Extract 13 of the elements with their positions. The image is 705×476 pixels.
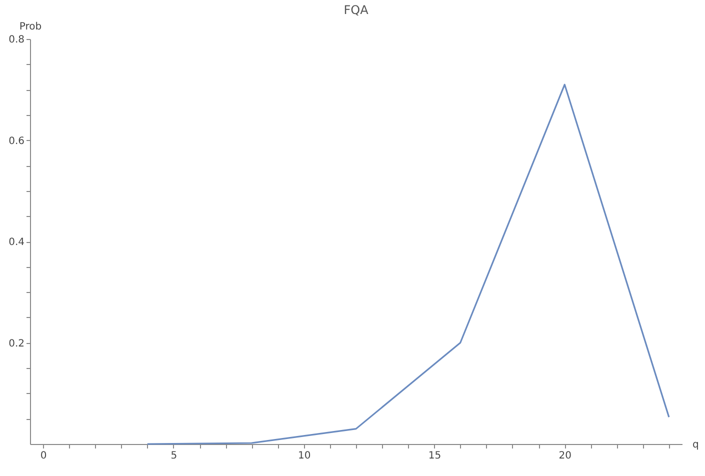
x-axis-title: q [692, 440, 699, 450]
chart-title: FQA [344, 3, 370, 17]
x-tick-label: 5 [170, 450, 178, 462]
x-tick-label: 20 [558, 450, 572, 462]
y-tick-label: 0.4 [8, 237, 24, 248]
y-tick-label: 0.8 [8, 34, 24, 46]
x-tick-label: 10 [298, 450, 311, 462]
y-tick-label: 0.6 [8, 136, 24, 147]
y-tick-label: 0.2 [8, 338, 24, 350]
x-tick-label: 0 [40, 450, 47, 462]
line-series [146, 84, 670, 445]
x-tick-label: 15 [428, 450, 442, 462]
y-axis-title: Prob [19, 22, 42, 32]
